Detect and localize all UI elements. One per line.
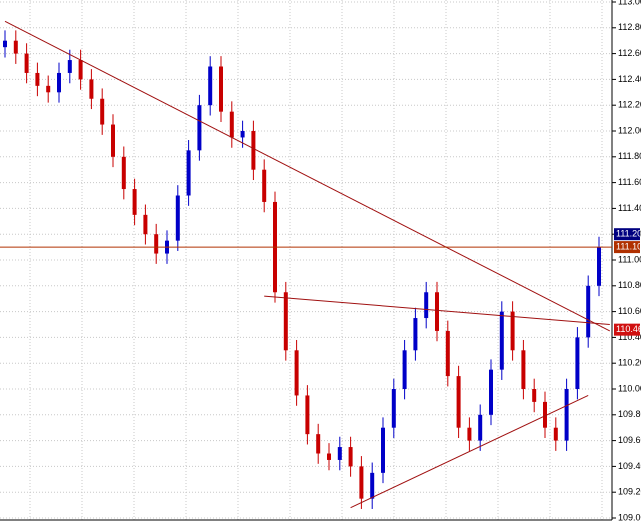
y-tick-label: 111.00 <box>618 254 641 264</box>
candle-body <box>543 401 547 428</box>
candle-body <box>154 234 159 254</box>
candle-body <box>456 376 461 428</box>
candle-body <box>57 72 61 93</box>
y-tick-label: 110.20 <box>618 358 641 368</box>
y-tick-label: 109.80 <box>618 409 641 419</box>
candle-body <box>24 53 29 73</box>
candle-body <box>521 350 526 389</box>
candle-body <box>478 414 483 441</box>
candle-body <box>208 66 213 106</box>
candle-body <box>111 124 115 157</box>
candle-body <box>262 169 267 202</box>
candle-body <box>121 156 126 190</box>
candle-body <box>381 427 385 473</box>
candle-body <box>510 311 515 351</box>
candle-body <box>348 447 353 467</box>
candle-body <box>186 150 191 196</box>
candle-body <box>175 195 180 241</box>
candle-body <box>316 434 321 454</box>
trend-line <box>4 20 611 332</box>
candle-body <box>240 131 245 138</box>
candle-body <box>499 311 504 370</box>
candle-body <box>78 60 83 80</box>
y-tick-label: 110.60 <box>618 306 641 316</box>
candle-body <box>467 427 472 441</box>
candle-body <box>413 318 418 351</box>
candle-body <box>3 40 7 48</box>
candle-body <box>424 292 429 319</box>
candle-body <box>89 79 94 99</box>
candle-body <box>445 330 450 377</box>
candle-body <box>337 447 342 460</box>
y-tick-label: 111.40 <box>618 203 641 213</box>
candle-body <box>597 247 601 286</box>
candle-body <box>132 189 137 215</box>
candle-body <box>251 131 256 170</box>
price-marker-label: 111.20 <box>616 229 641 239</box>
candle-body <box>327 453 331 460</box>
y-tick-label: 109.40 <box>618 461 641 471</box>
candle-body <box>586 285 591 338</box>
candle-body <box>35 72 40 86</box>
price-marker <box>614 241 640 254</box>
candle-body <box>435 292 439 331</box>
y-tick-label: 110.80 <box>618 280 641 290</box>
y-tick-label: 112.40 <box>618 74 641 84</box>
y-tick-label: 109.00 <box>618 512 641 522</box>
price-marker-label: 111.10 <box>616 241 641 251</box>
price-marker <box>614 323 640 336</box>
candle-body <box>359 466 364 499</box>
y-tick-label: 112.80 <box>618 22 641 32</box>
candle-body <box>532 389 537 402</box>
y-tick-label: 112.20 <box>618 100 641 110</box>
y-tick-label: 110.40 <box>618 332 641 342</box>
candle-body <box>229 111 234 138</box>
y-tick-label: 110.00 <box>618 383 641 393</box>
y-tick-label: 111.80 <box>618 151 641 161</box>
candle-body <box>100 98 105 125</box>
candle-body <box>219 66 223 112</box>
candle-body <box>197 105 202 151</box>
candle-body <box>46 85 51 93</box>
trend-line <box>264 295 610 325</box>
candle-body <box>391 389 396 428</box>
price-marker <box>614 228 640 241</box>
candle-body <box>564 389 569 441</box>
y-tick-label: 111.60 <box>618 177 641 187</box>
trend-line <box>350 394 589 509</box>
y-tick-label: 112.00 <box>618 125 641 135</box>
y-tick-label: 109.20 <box>618 487 641 497</box>
y-tick-label: 109.60 <box>618 435 641 445</box>
candle-body <box>370 472 375 499</box>
candle-body <box>553 427 558 441</box>
candle-body <box>143 214 148 235</box>
candle-body <box>575 337 580 389</box>
candle-body <box>13 40 18 54</box>
candle-body <box>67 60 72 73</box>
y-tick-label: 112.60 <box>618 48 641 58</box>
candle-body <box>305 395 310 435</box>
candle-body <box>402 350 407 389</box>
price-marker-label: 110.46 <box>616 324 641 334</box>
candle-body <box>489 369 493 415</box>
candle-body <box>283 292 288 351</box>
y-tick-label: 113.00 <box>618 0 641 6</box>
candle-body <box>294 350 299 396</box>
